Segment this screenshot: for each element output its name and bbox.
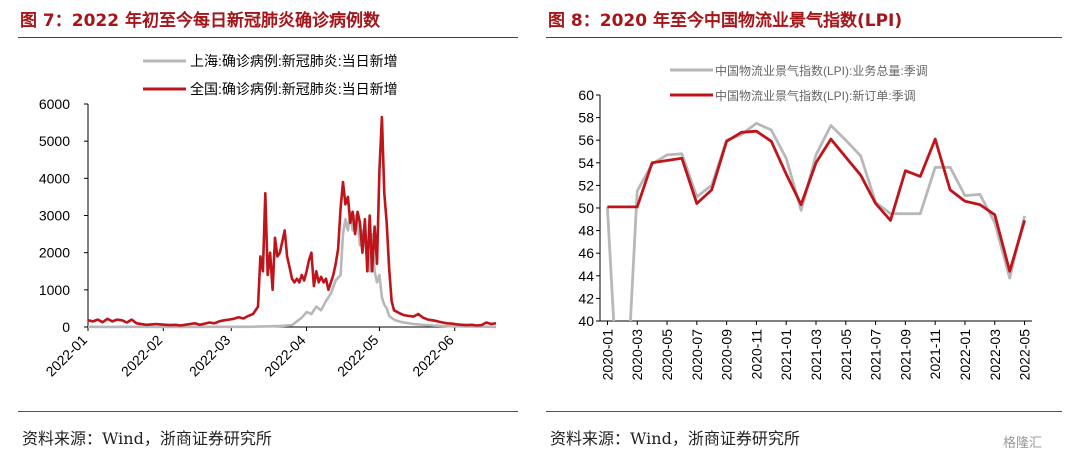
left-y-tick-label: 1000 bbox=[39, 282, 70, 298]
right-y-tick-label: 46 bbox=[578, 245, 594, 261]
right-series-line-new-orders bbox=[607, 129, 1026, 273]
right-y-tick-label: 48 bbox=[578, 223, 594, 239]
right-y-tick-label: 58 bbox=[578, 110, 594, 126]
right-x-tick-label: 2020-05 bbox=[659, 329, 675, 381]
right-source-note: 资料来源：Wind，浙商证券研究所 bbox=[550, 429, 800, 448]
left-y-tick-label: 0 bbox=[62, 319, 70, 335]
right-y-tick-label: 50 bbox=[578, 200, 594, 216]
left-series-line-national bbox=[87, 115, 497, 327]
right-x-tick-label: 2022-01 bbox=[957, 329, 973, 381]
right-x-tick-label: 2020-09 bbox=[719, 329, 735, 381]
left-x-tick-label: 2022-01 bbox=[42, 332, 90, 380]
right-x-tick-label: 2021-05 bbox=[838, 329, 854, 381]
right-x-tick-label: 2020-07 bbox=[689, 329, 705, 381]
left-x-tick-label: 2022-03 bbox=[186, 332, 234, 380]
left-x-tick-label: 2022-02 bbox=[118, 332, 166, 380]
right-y-tick-label: 44 bbox=[578, 268, 594, 284]
right-legend-label-new-orders: 中国物流业景气指数(LPI):新订单:季调 bbox=[715, 88, 916, 103]
right-title-rule bbox=[546, 37, 1062, 38]
right-x-tick-label: 2021-09 bbox=[897, 329, 913, 381]
left-y-tick-label: 6000 bbox=[39, 96, 70, 112]
right-y-tick-label: 60 bbox=[578, 87, 594, 103]
right-x-tick-label: 2020-03 bbox=[629, 329, 645, 381]
right-x-tick-label: 2021-01 bbox=[778, 329, 794, 381]
left-legend-label-national: 全国:确诊病例:新冠肺炎:当日新增 bbox=[190, 81, 398, 97]
right-x-tick-label: 2022-03 bbox=[987, 329, 1003, 381]
right-x-tick-label: 2020-01 bbox=[599, 329, 615, 381]
right-x-tick-label: 2022-05 bbox=[1017, 329, 1033, 381]
right-y-tick-label: 42 bbox=[578, 290, 594, 306]
right-x-tick-label: 2021-11 bbox=[927, 329, 943, 380]
right-y-tick-label: 56 bbox=[578, 132, 594, 148]
right-x-tick-label: 2021-07 bbox=[868, 329, 884, 381]
right-y-tick-label: 54 bbox=[578, 155, 594, 171]
left-legend-label-shanghai: 上海:确诊病例:新冠肺炎:当日新增 bbox=[190, 53, 398, 69]
left-x-tick-label: 2022-05 bbox=[334, 332, 382, 380]
right-y-tick-label: 52 bbox=[578, 177, 594, 193]
left-y-tick-label: 3000 bbox=[39, 208, 70, 224]
watermark-logo: 格隆汇 bbox=[1003, 436, 1043, 451]
left-y-tick-label: 4000 bbox=[39, 170, 70, 186]
left-y-tick-label: 2000 bbox=[39, 245, 70, 261]
right-chart-title: 图 8：2020 年至今中国物流业景气指数(LPI) bbox=[548, 11, 903, 31]
left-x-tick-label: 2022-06 bbox=[409, 332, 457, 380]
left-y-tick-label: 5000 bbox=[39, 133, 70, 149]
left-x-tick-label: 2022-04 bbox=[261, 332, 309, 380]
left-series-line-shanghai bbox=[87, 210, 497, 329]
right-source-rule bbox=[546, 411, 1062, 412]
left-source-note: 资料来源：Wind，浙商证券研究所 bbox=[22, 429, 272, 448]
right-series-line-business-volume bbox=[606, 121, 1026, 321]
left-source-rule bbox=[18, 411, 518, 412]
right-y-tick-label: 40 bbox=[578, 313, 594, 329]
right-x-tick-label: 2021-03 bbox=[808, 329, 824, 381]
right-x-tick-label: 2020-11 bbox=[748, 329, 764, 380]
right-legend-label-business-volume: 中国物流业景气指数(LPI):业务总量:季调 bbox=[715, 63, 928, 78]
left-title-rule bbox=[18, 37, 518, 38]
left-chart-title: 图 7：2022 年初至今每日新冠肺炎确诊病例数 bbox=[20, 11, 380, 31]
